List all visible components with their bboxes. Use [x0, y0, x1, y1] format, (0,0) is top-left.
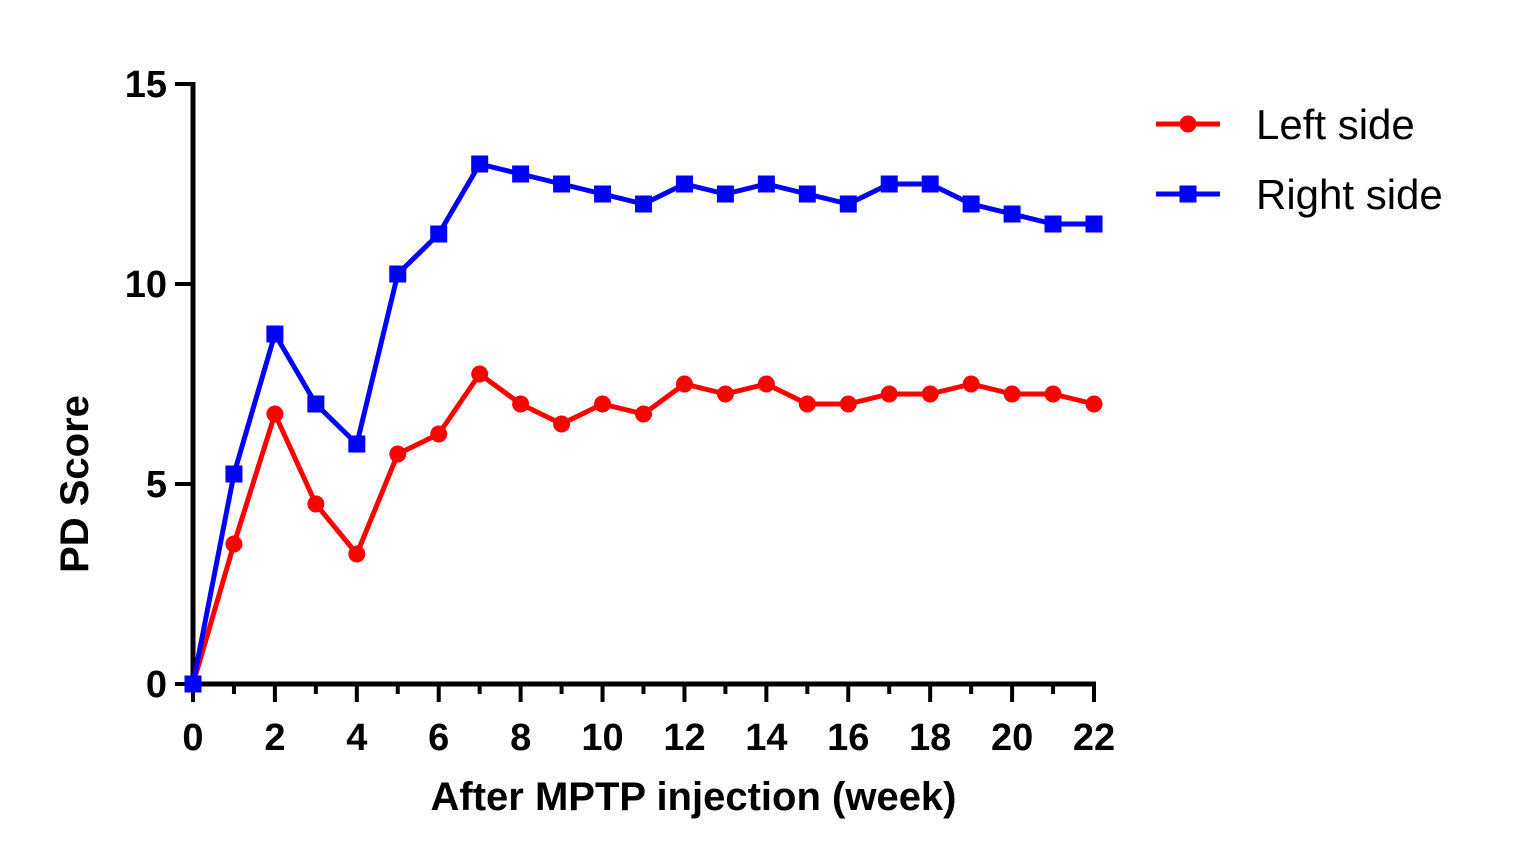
data-point-right-side	[962, 195, 980, 213]
legend-item-right-side: Right side	[1156, 171, 1443, 218]
data-point-right-side	[757, 175, 775, 193]
data-point-left-side	[594, 395, 612, 413]
x-tick-label: 18	[909, 717, 951, 759]
data-point-left-side	[389, 445, 407, 463]
x-tick-label: 8	[510, 717, 531, 759]
data-point-right-side	[307, 395, 325, 413]
data-point-left-side	[962, 375, 980, 393]
data-point-right-side	[184, 675, 202, 693]
y-ticks: 0 5 10 15	[125, 64, 193, 706]
x-axis-title: After MPTP injection (week)	[430, 775, 956, 819]
legend: Left side Right side	[1156, 101, 1443, 218]
data-point-right-side	[348, 435, 366, 453]
y-tick-label: 10	[125, 264, 167, 306]
data-point-left-side	[1085, 395, 1103, 413]
series-line-right-side	[190, 161, 1094, 685]
series-right-side	[184, 155, 1103, 693]
y-tick-label: 15	[125, 64, 167, 106]
x-tick-label: 0	[182, 717, 203, 759]
data-point-left-side	[471, 365, 489, 383]
x-ticks: 0 2 4 6 8 10 12 14 16 18 20 22	[182, 684, 1115, 759]
series-left-side	[184, 365, 1103, 693]
legend-item-left-side: Left side	[1156, 101, 1415, 148]
x-tick-label: 22	[1073, 717, 1115, 759]
x-tick-label: 20	[991, 717, 1033, 759]
y-tick-label: 5	[146, 464, 167, 506]
x-tick-label: 12	[663, 717, 705, 759]
data-point-right-side	[921, 175, 939, 193]
data-point-left-side	[307, 495, 325, 513]
data-point-left-side	[1044, 385, 1062, 403]
series-layer	[184, 155, 1103, 693]
x-tick-label: 4	[346, 717, 367, 759]
data-point-left-side	[675, 375, 693, 393]
data-point-right-side	[512, 165, 530, 183]
data-point-left-side	[348, 545, 366, 563]
data-point-left-side	[757, 375, 775, 393]
data-point-right-side	[675, 175, 693, 193]
y-axis-title: PD Score	[53, 395, 97, 573]
data-point-right-side	[389, 265, 407, 283]
data-point-left-side	[716, 385, 734, 403]
data-point-right-side	[430, 225, 448, 243]
data-point-right-side	[1085, 215, 1103, 233]
x-tick-label: 10	[581, 717, 623, 759]
data-point-left-side	[635, 405, 652, 423]
data-point-right-side	[225, 465, 243, 483]
x-tick-label: 6	[428, 717, 449, 759]
x-tick-label: 14	[745, 717, 787, 759]
data-point-right-side	[839, 195, 857, 213]
data-point-left-side	[798, 395, 816, 413]
data-point-right-side	[471, 155, 489, 173]
data-point-left-side	[1003, 385, 1021, 403]
data-point-left-side	[266, 405, 284, 423]
data-point-left-side	[839, 395, 857, 413]
data-point-right-side	[594, 185, 612, 203]
data-point-right-side	[266, 325, 284, 343]
data-point-left-side	[430, 425, 448, 443]
data-point-right-side	[635, 195, 652, 213]
data-point-right-side	[553, 175, 571, 193]
x-tick-label: 2	[264, 717, 285, 759]
y-tick-label: 0	[146, 664, 167, 706]
data-point-left-side	[225, 535, 243, 553]
legend-marker	[1179, 185, 1197, 203]
data-point-left-side	[880, 385, 898, 403]
data-point-right-side	[798, 185, 816, 203]
axes: 0 2 4 6 8 10 12 14 16 18 20 22 0 5 10 15	[125, 64, 1115, 759]
data-point-right-side	[1044, 215, 1062, 233]
data-point-left-side	[553, 415, 571, 433]
legend-marker	[1179, 115, 1197, 133]
data-point-left-side	[921, 385, 939, 403]
legend-label: Right side	[1256, 171, 1443, 218]
data-point-left-side	[512, 395, 530, 413]
x-tick-label: 16	[827, 717, 869, 759]
data-point-right-side	[1003, 205, 1021, 223]
data-point-right-side	[880, 175, 898, 193]
legend-label: Left side	[1256, 101, 1415, 148]
data-point-right-side	[716, 185, 734, 203]
